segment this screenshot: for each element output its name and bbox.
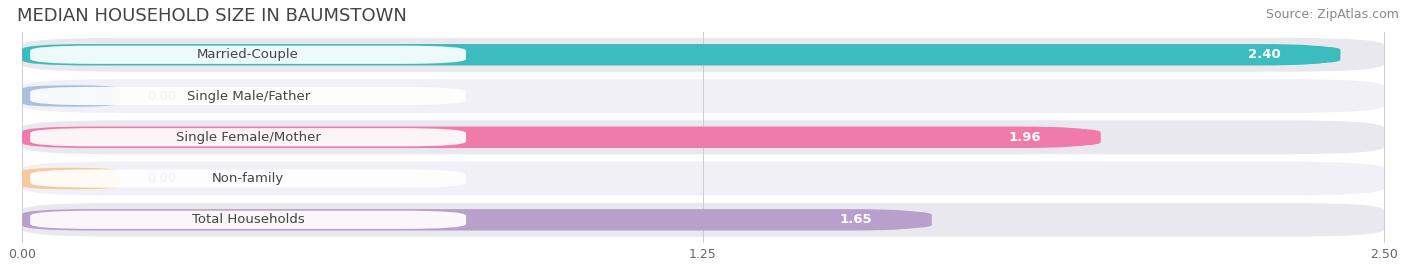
FancyBboxPatch shape [31,46,465,64]
FancyBboxPatch shape [22,203,1384,237]
FancyBboxPatch shape [779,211,932,229]
Text: 0.00: 0.00 [148,90,177,103]
FancyBboxPatch shape [1188,46,1340,64]
FancyBboxPatch shape [31,87,465,105]
FancyBboxPatch shape [22,120,1384,154]
FancyBboxPatch shape [31,169,465,188]
Text: Single Male/Father: Single Male/Father [187,90,309,103]
FancyBboxPatch shape [948,128,1101,146]
FancyBboxPatch shape [22,44,1330,65]
FancyBboxPatch shape [31,211,465,229]
Text: 1.65: 1.65 [839,213,872,226]
Text: Married-Couple: Married-Couple [197,48,299,61]
Text: MEDIAN HOUSEHOLD SIZE IN BAUMSTOWN: MEDIAN HOUSEHOLD SIZE IN BAUMSTOWN [17,7,406,25]
FancyBboxPatch shape [22,38,1384,72]
FancyBboxPatch shape [31,128,465,146]
Text: Single Female/Mother: Single Female/Mother [176,131,321,144]
FancyBboxPatch shape [22,126,1090,148]
Text: Source: ZipAtlas.com: Source: ZipAtlas.com [1265,8,1399,21]
Text: 2.40: 2.40 [1247,48,1281,61]
FancyBboxPatch shape [22,162,1384,195]
FancyBboxPatch shape [22,85,120,107]
Text: Non-family: Non-family [212,172,284,185]
Text: 1.96: 1.96 [1008,131,1040,144]
FancyBboxPatch shape [22,79,1384,113]
FancyBboxPatch shape [22,168,120,189]
Text: Total Households: Total Households [191,213,305,226]
FancyBboxPatch shape [22,209,921,230]
Text: 0.00: 0.00 [148,172,177,185]
